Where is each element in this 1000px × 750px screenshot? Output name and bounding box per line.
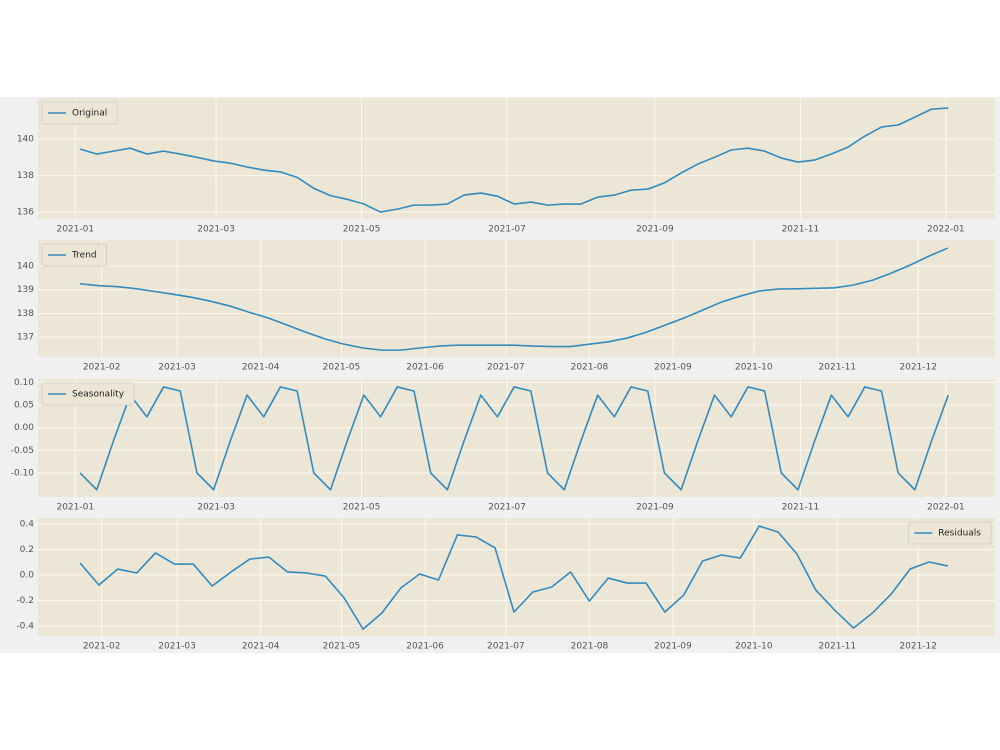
x-tick-label: 2021-04 xyxy=(242,642,280,652)
y-tick-label: 139 xyxy=(17,285,34,295)
y-tick-label: 0.2 xyxy=(20,545,34,555)
x-tick-label: 2021-11 xyxy=(782,225,820,235)
plot-area xyxy=(38,240,995,357)
legend-box xyxy=(907,521,992,545)
x-tick-label: 2021-05 xyxy=(323,642,361,652)
x-tick-label: 2021-12 xyxy=(899,642,937,652)
x-tick-label: 2021-03 xyxy=(158,642,196,652)
x-tick-label: 2021-01 xyxy=(56,503,94,513)
x-tick-label: 2021-02 xyxy=(83,363,121,373)
x-tick-label: 2022-01 xyxy=(927,503,965,513)
x-tick-label: 2021-09 xyxy=(654,363,692,373)
y-tick-label: 138 xyxy=(17,309,34,319)
data-line xyxy=(79,247,949,351)
legend-label: Trend xyxy=(71,251,97,261)
subplot: 0.10 0.05 0.00 -0.05 -0.10 2021-01 2021-03 2021… xyxy=(11,378,995,513)
x-tick-label: 2021-05 xyxy=(343,225,381,235)
subplot: 0.4 0.2 0.0 -0.2 -0.4 2021-02 2021-03 2021-04 20… xyxy=(16,518,995,652)
subplot: 136 138 140 2021-01 2021-03 2021-05 2021-07 202… xyxy=(17,98,995,235)
y-tick-label: 0.00 xyxy=(14,423,34,433)
x-tick-label: 2021-09 xyxy=(636,225,674,235)
x-tick-label: 2021-02 xyxy=(83,642,121,652)
legend: Trend xyxy=(41,243,108,267)
y-tick-label: -0.4 xyxy=(16,622,34,632)
x-tick-label: 2022-01 xyxy=(927,225,965,235)
data-line xyxy=(79,525,949,630)
x-tick-label: 2021-03 xyxy=(197,225,235,235)
x-tick-label: 2021-09 xyxy=(636,503,674,513)
x-tick-label: 2021-11 xyxy=(782,503,820,513)
legend-box xyxy=(41,243,108,267)
y-tick-label: 0.10 xyxy=(14,378,34,388)
x-tick-label: 2021-03 xyxy=(197,503,235,513)
legend: Residuals xyxy=(907,521,992,545)
y-tick-label: -0.05 xyxy=(11,446,34,456)
x-tick-label: 2021-05 xyxy=(343,503,381,513)
x-tick-label: 2021-05 xyxy=(323,363,361,373)
x-tick-label: 2021-07 xyxy=(488,225,526,235)
x-tick-label: 2021-11 xyxy=(819,363,857,373)
legend-label: Original xyxy=(72,109,107,119)
y-tick-label: 0.05 xyxy=(14,401,34,411)
y-tick-label: 0.4 xyxy=(20,519,35,529)
y-tick-label: 138 xyxy=(17,171,34,181)
y-tick-label: 136 xyxy=(17,208,34,218)
x-tick-label: 2021-10 xyxy=(735,642,773,652)
y-tick-label: 140 xyxy=(17,135,34,145)
x-tick-label: 2021-09 xyxy=(654,642,692,652)
data-line xyxy=(79,386,950,491)
x-tick-label: 2021-01 xyxy=(56,225,94,235)
legend-box xyxy=(41,382,135,406)
x-tick-label: 2021-06 xyxy=(406,363,444,373)
x-tick-label: 2021-07 xyxy=(488,503,526,513)
x-tick-label: 2021-12 xyxy=(899,363,937,373)
legend-box xyxy=(41,101,118,125)
x-tick-label: 2021-08 xyxy=(571,363,609,373)
y-tick-label: 0.0 xyxy=(20,571,35,581)
y-tick-label: -0.2 xyxy=(16,596,34,606)
x-tick-label: 2021-04 xyxy=(242,363,280,373)
legend: Original xyxy=(41,101,118,125)
x-tick-label: 2021-07 xyxy=(487,363,525,373)
legend: Seasonality xyxy=(41,382,135,406)
subplot: 137 138 139 140 2021-02 2021-03 2021-04 2021-05… xyxy=(17,240,995,373)
y-tick-label: 140 xyxy=(17,262,34,272)
plot-area xyxy=(38,98,995,219)
legend-label: Seasonality xyxy=(72,390,125,400)
plot-area xyxy=(38,518,995,636)
x-tick-label: 2021-03 xyxy=(158,363,196,373)
legend-label: Residuals xyxy=(938,529,981,539)
x-tick-label: 2021-07 xyxy=(487,642,525,652)
y-tick-label: -0.10 xyxy=(11,468,35,478)
x-tick-label: 2021-10 xyxy=(735,363,773,373)
data-line xyxy=(79,107,949,213)
plot-area xyxy=(38,379,995,497)
y-tick-label: 137 xyxy=(17,333,34,343)
x-tick-label: 2021-06 xyxy=(406,642,444,652)
x-tick-label: 2021-08 xyxy=(571,642,609,652)
x-tick-label: 2021-11 xyxy=(819,642,857,652)
